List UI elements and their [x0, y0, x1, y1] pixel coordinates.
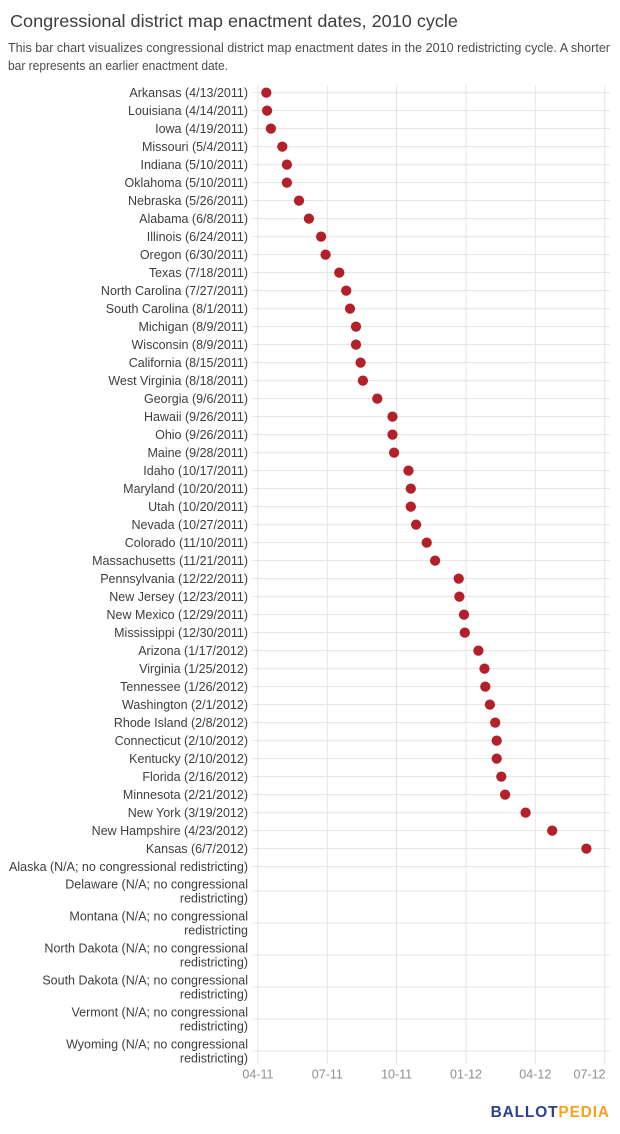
svg-text:Hawaii (9/26/2011): Hawaii (9/26/2011): [144, 410, 248, 424]
svg-text:Arizona (1/17/2012): Arizona (1/17/2012): [138, 644, 248, 658]
svg-text:01-12: 01-12: [450, 1068, 482, 1082]
svg-text:New Hampshire (4/23/2012): New Hampshire (4/23/2012): [92, 824, 248, 838]
svg-text:Connecticut (2/10/2012): Connecticut (2/10/2012): [115, 734, 248, 748]
svg-text:10-11: 10-11: [381, 1068, 412, 1082]
svg-text:Illinois (6/24/2011): Illinois (6/24/2011): [147, 230, 248, 244]
svg-text:Iowa (4/19/2011): Iowa (4/19/2011): [155, 122, 248, 136]
svg-text:This bar chart visualizes cong: This bar chart visualizes congressional …: [8, 41, 610, 55]
svg-text:Wyoming (N/A; no congressional: Wyoming (N/A; no congressional: [66, 1038, 248, 1052]
svg-text:04-11: 04-11: [242, 1068, 273, 1082]
svg-text:Maryland (10/20/2011): Maryland (10/20/2011): [123, 482, 248, 496]
svg-text:Colorado (11/10/2011): Colorado (11/10/2011): [125, 536, 248, 550]
svg-text:Oklahoma (5/10/2011): Oklahoma (5/10/2011): [125, 176, 248, 190]
svg-text:redistricting): redistricting): [180, 892, 248, 906]
svg-text:Florida (2/16/2012): Florida (2/16/2012): [142, 770, 248, 784]
svg-text:Kansas (6/7/2012): Kansas (6/7/2012): [146, 842, 248, 856]
svg-text:Texas (7/18/2011): Texas (7/18/2011): [149, 266, 248, 280]
svg-text:Massachusetts (11/21/2011): Massachusetts (11/21/2011): [92, 554, 248, 568]
svg-text:South Carolina (8/1/2011): South Carolina (8/1/2011): [106, 302, 248, 316]
svg-text:Nebraska (5/26/2011): Nebraska (5/26/2011): [128, 194, 248, 208]
svg-text:redistricting: redistricting: [184, 924, 248, 938]
svg-text:South Dakota (N/A; no congress: South Dakota (N/A; no congressional: [42, 974, 248, 988]
svg-text:07-12: 07-12: [574, 1068, 606, 1082]
svg-text:Alabama (6/8/2011): Alabama (6/8/2011): [139, 212, 248, 226]
svg-text:Washington (2/1/2012): Washington (2/1/2012): [122, 698, 248, 712]
svg-text:redistricting): redistricting): [180, 956, 248, 970]
svg-text:Indiana (5/10/2011): Indiana (5/10/2011): [141, 158, 249, 172]
svg-text:North Dakota (N/A; no congress: North Dakota (N/A; no congressional: [44, 942, 248, 956]
svg-text:Idaho (10/17/2011): Idaho (10/17/2011): [143, 464, 248, 478]
svg-text:Nevada (10/27/2011): Nevada (10/27/2011): [131, 518, 248, 532]
svg-text:Arkansas (4/13/2011): Arkansas (4/13/2011): [129, 86, 248, 100]
svg-text:New Mexico (12/29/2011): New Mexico (12/29/2011): [106, 608, 248, 622]
svg-text:Louisiana (4/14/2011): Louisiana (4/14/2011): [128, 104, 248, 118]
svg-text:New York (3/19/2012): New York (3/19/2012): [128, 806, 248, 820]
svg-text:07-11: 07-11: [312, 1068, 343, 1082]
svg-text:Utah (10/20/2011): Utah (10/20/2011): [148, 500, 248, 514]
svg-text:Tennessee (1/26/2012): Tennessee (1/26/2012): [120, 680, 248, 694]
svg-text:BALLOTPEDIA: BALLOTPEDIA: [491, 1104, 610, 1121]
svg-text:Georgia (9/6/2011): Georgia (9/6/2011): [144, 392, 248, 406]
svg-text:Alaska (N/A; no congressional: Alaska (N/A; no congressional redistrict…: [9, 860, 248, 874]
svg-text:redistricting): redistricting): [180, 1020, 248, 1034]
svg-text:Montana (N/A; no congressional: Montana (N/A; no congressional: [69, 910, 248, 924]
svg-text:Ohio (9/26/2011): Ohio (9/26/2011): [155, 428, 248, 442]
svg-text:Mississippi (12/30/2011): Mississippi (12/30/2011): [114, 626, 248, 640]
svg-text:Vermont (N/A; no congressional: Vermont (N/A; no congressional: [72, 1006, 248, 1020]
svg-text:Delaware (N/A; no congressiona: Delaware (N/A; no congressional: [65, 878, 248, 892]
svg-text:Michigan (8/9/2011): Michigan (8/9/2011): [138, 320, 248, 334]
svg-text:Wisconsin (8/9/2011): Wisconsin (8/9/2011): [132, 338, 249, 352]
svg-text:04-12: 04-12: [519, 1068, 551, 1082]
svg-text:Kentucky (2/10/2012): Kentucky (2/10/2012): [129, 752, 248, 766]
svg-text:Missouri (5/4/2011): Missouri (5/4/2011): [142, 140, 248, 154]
svg-text:redistricting): redistricting): [180, 1052, 248, 1066]
svg-text:Pennsylvania (12/22/2011): Pennsylvania (12/22/2011): [100, 572, 248, 586]
svg-text:Oregon (6/30/2011): Oregon (6/30/2011): [140, 248, 248, 262]
svg-text:Minnesota (2/21/2012): Minnesota (2/21/2012): [123, 788, 248, 802]
svg-text:North Carolina (7/27/2011): North Carolina (7/27/2011): [101, 284, 248, 298]
svg-text:California (8/15/2011): California (8/15/2011): [129, 356, 248, 370]
svg-text:Virginia (1/25/2012): Virginia (1/25/2012): [139, 662, 248, 676]
svg-text:Maine (9/28/2011): Maine (9/28/2011): [147, 446, 248, 460]
svg-text:Congressional district map ena: Congressional district map enactment dat…: [10, 11, 458, 31]
svg-text:redistricting): redistricting): [180, 988, 248, 1002]
svg-text:Rhode Island (2/8/2012): Rhode Island (2/8/2012): [114, 716, 248, 730]
svg-text:West Virginia (8/18/2011): West Virginia (8/18/2011): [108, 374, 248, 388]
svg-text:bar represents an earlier enac: bar represents an earlier enactment date…: [8, 59, 228, 73]
svg-text:New Jersey (12/23/2011): New Jersey (12/23/2011): [109, 590, 248, 604]
